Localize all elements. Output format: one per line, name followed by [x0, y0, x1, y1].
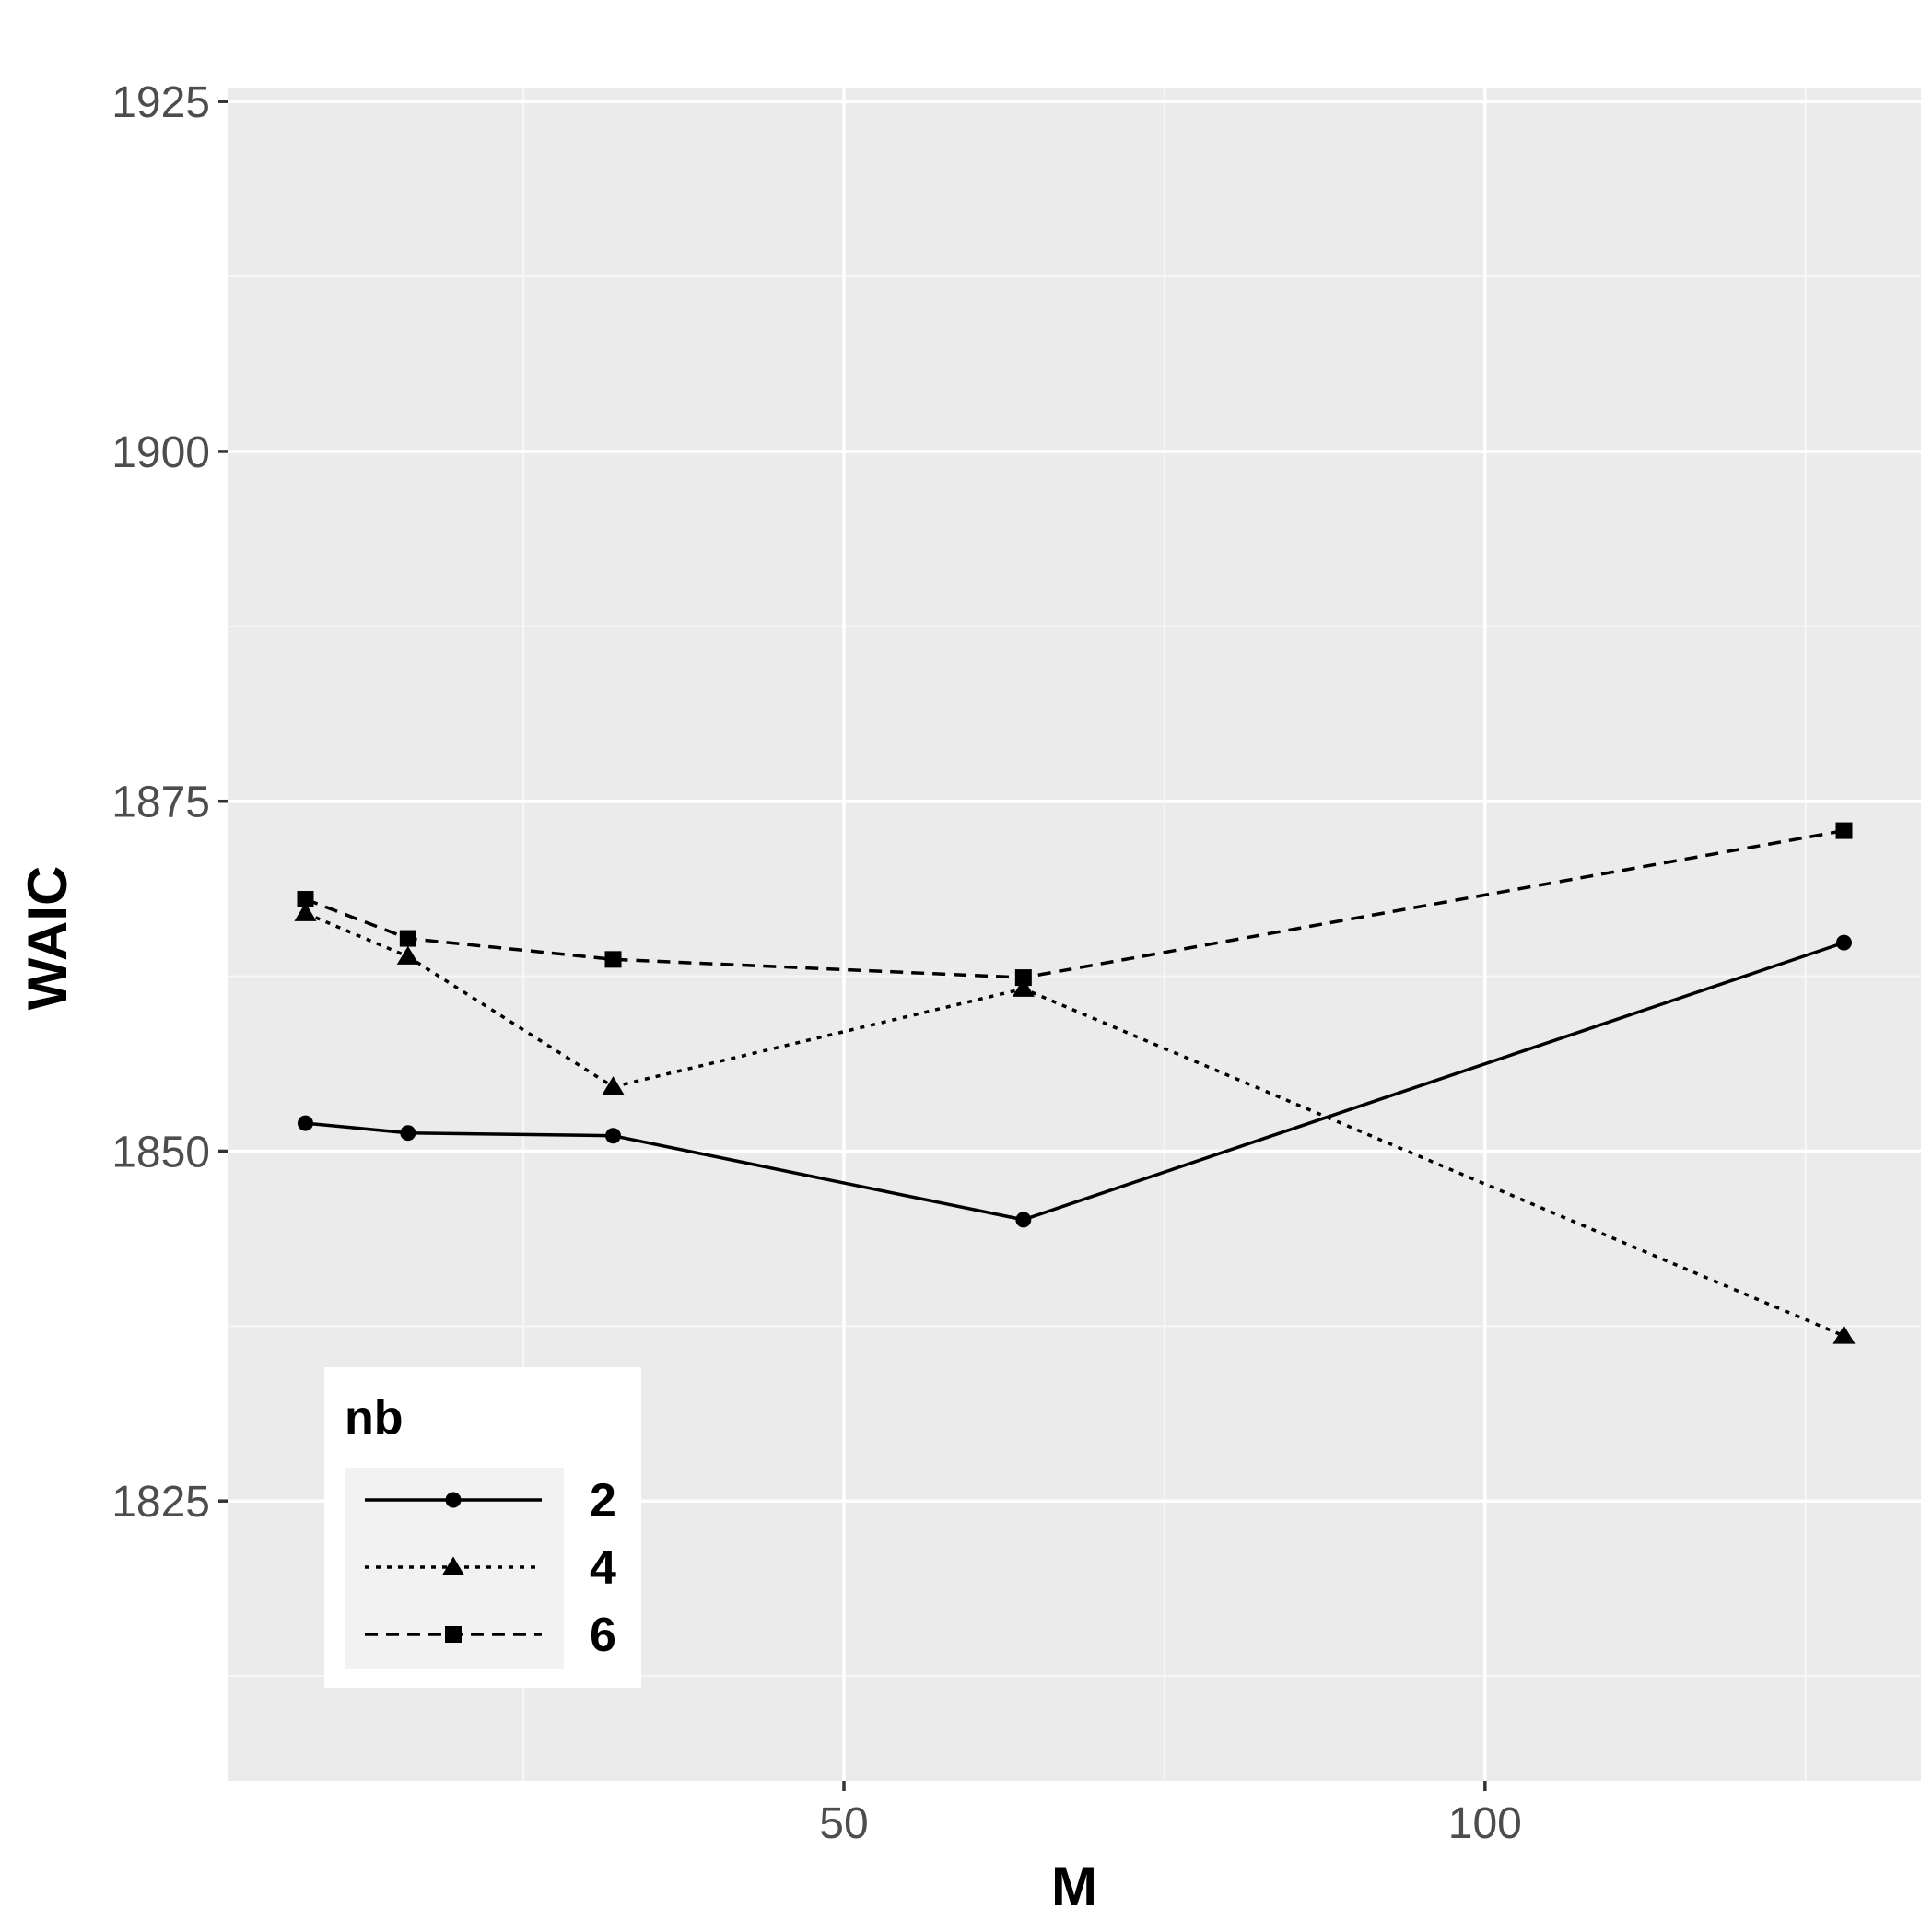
legend-key-square: [445, 1626, 462, 1643]
x-tick-label: 50: [819, 1799, 868, 1848]
data-point-triangle: [1832, 1325, 1856, 1344]
data-point-circle: [1015, 1212, 1032, 1228]
data-point-square: [604, 951, 622, 968]
y-tick-label: 1900: [111, 428, 210, 477]
data-point-triangle: [396, 945, 419, 965]
y-axis: 1825 1850 1875 1900 1925: [111, 78, 228, 1527]
legend-title: nb: [345, 1391, 404, 1445]
y-tick-label: 1825: [111, 1478, 210, 1527]
legend-item-6: 6: [365, 1609, 616, 1662]
data-point-triangle: [1012, 978, 1035, 997]
series-layer: [294, 822, 1856, 1344]
data-point-square: [1014, 969, 1032, 987]
data-point-square: [399, 930, 416, 947]
x-tick-label: 100: [1448, 1799, 1522, 1848]
legend-item-2: 2: [365, 1474, 616, 1528]
data-point-circle: [298, 1115, 313, 1131]
y-tick-label: 1850: [111, 1128, 210, 1177]
data-point-square: [297, 891, 314, 908]
y-tick-label: 1875: [111, 779, 210, 827]
x-axis-title: M: [1051, 1856, 1097, 1917]
series-line: [304, 828, 1844, 979]
data-point-circle: [1836, 934, 1852, 951]
data-point-circle: [400, 1125, 416, 1142]
legend-label: 4: [590, 1541, 616, 1595]
y-tick-label: 1925: [111, 78, 210, 127]
x-axis: 50 100: [819, 1781, 1522, 1848]
legend-item-4: 4: [365, 1541, 616, 1595]
series-nb-4: [294, 902, 1856, 1344]
legend-key-circle: [445, 1492, 462, 1508]
legend-key-triangle: [441, 1556, 465, 1575]
legend-keys: 2 4 6: [345, 1468, 616, 1669]
legend-label: 2: [590, 1474, 616, 1528]
series-nb-6: [297, 822, 1853, 987]
y-axis-title: WAIC: [17, 866, 78, 1011]
data-point-triangle: [294, 902, 317, 921]
data-point-square: [1835, 822, 1853, 839]
series-nb-2: [298, 934, 1852, 1228]
data-point-circle: [605, 1128, 621, 1144]
legend: nb 2 4 6: [324, 1367, 641, 1688]
legend-label: 6: [590, 1609, 616, 1662]
data-point-triangle: [602, 1076, 625, 1095]
